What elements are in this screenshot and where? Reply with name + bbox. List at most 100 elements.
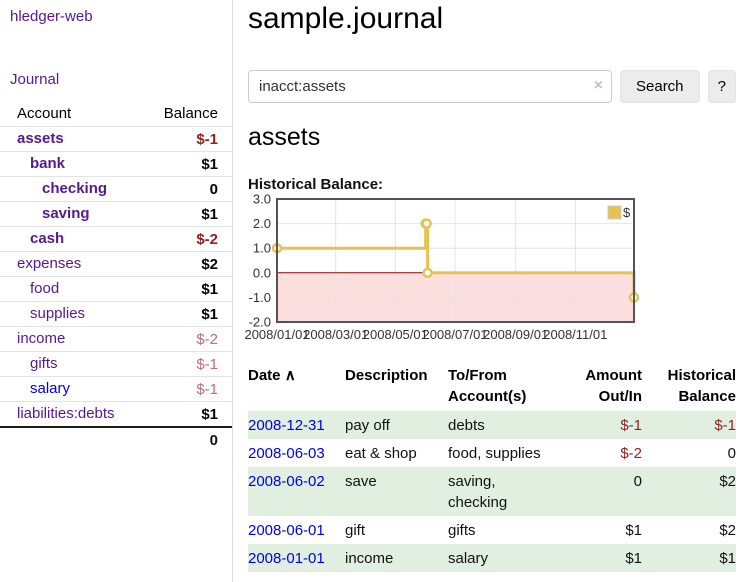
accounts-total-value: 0 [209,432,218,449]
table-row: 2008-06-03 eat & shop food, supplies $-2… [248,439,736,467]
account-link-food[interactable]: food [30,280,60,297]
account-row-assets: assets $-1 [0,126,232,151]
search-input[interactable] [248,70,612,103]
svg-text:2008/11/01: 2008/11/01 [543,327,607,342]
register-amount: $1 [625,550,642,567]
svg-text:2008/01/01: 2008/01/01 [244,327,309,342]
register-date-link[interactable]: 2008-06-02 [248,473,325,490]
svg-text:-2.0: -2.0 [249,315,271,330]
main-content: sample.journal × Search ? assets Histori… [244,0,736,572]
balance-chart-svg: 3.0 2.0 1.0 0.0 -1.0 -2.02008/01/012008/03/01… [244,192,640,342]
account-row-food: food $1 [0,276,232,301]
register-balance: $2 [719,522,736,539]
help-button[interactable]: ? [707,70,736,103]
account-row-income: income $-2 [0,326,232,351]
table-row: 2008-06-01 gift gifts $1 $2 [248,516,736,544]
register-description: eat & shop [345,445,417,462]
account-link-liabilities-debts[interactable]: liabilities:debts [17,405,115,422]
account-balance: $1 [201,405,218,423]
accounts-header: Account Balance [0,101,232,126]
account-balance: $1 [201,155,218,173]
accounts-header-line1: To/From [448,367,507,384]
account-link-income[interactable]: income [17,330,66,347]
register-accounts: saving, checking [448,473,508,511]
register-accounts: debts [448,417,485,434]
register-amount: $1 [625,522,642,539]
register-header-row: Date ∧ Description To/From Account(s) Am… [248,363,736,411]
sidebar-item-journal[interactable]: Journal [10,71,60,88]
sort-ascending-icon: ∧ [284,367,296,384]
account-balance: $1 [201,305,218,323]
register-accounts: gifts [448,522,476,539]
app-title-link[interactable]: hledger-web [10,8,93,25]
account-balance: $2 [201,255,218,273]
account-link-gifts[interactable]: gifts [30,355,58,372]
register-description: gift [345,522,366,539]
register-date-link[interactable]: 2008-06-03 [248,445,325,462]
svg-text:-1.0: -1.0 [249,290,271,305]
register-date-link[interactable]: 2008-06-01 [248,522,325,539]
account-link-supplies[interactable]: supplies [30,305,86,322]
register-table: Date ∧ Description To/From Account(s) Am… [248,363,736,572]
balance-header-line2: Balance [678,388,736,405]
column-header-accounts: To/From Account(s) [448,363,568,411]
account-link-bank[interactable]: bank [30,155,66,172]
account-heading: assets [248,123,321,151]
balance-header-line1: Historical [667,367,736,384]
account-row-supplies: supplies $1 [0,301,232,326]
account-row-checking: checking 0 [0,176,232,201]
account-link-checking[interactable]: checking [42,180,108,197]
sidebar: hledger-web Journal Account Balance asse… [0,0,233,582]
account-row-cash: cash $-2 [0,226,232,251]
svg-text:$: $ [623,205,631,220]
register-balance: $1 [719,550,736,567]
page-title: sample.journal [248,2,444,35]
date-header-label: Date [248,367,281,384]
svg-text:0.0: 0.0 [253,265,271,280]
amount-header-line1: Amount [585,367,642,384]
svg-text:2008/03/01: 2008/03/01 [303,327,368,342]
column-header-description: Description [345,367,428,384]
register-date-link[interactable]: 2008-12-31 [248,417,325,434]
account-link-expenses[interactable]: expenses [17,255,82,272]
svg-text:2.0: 2.0 [253,216,271,231]
account-balance: $-1 [196,130,218,148]
account-link-assets[interactable]: assets [17,130,64,147]
chart-heading: Historical Balance: [248,176,384,193]
register-amount: $-2 [620,445,642,462]
accounts-header-line2: Account(s) [448,388,527,405]
register-amount: $-1 [620,417,642,434]
search-button[interactable]: Search [620,70,700,103]
account-row-saving: saving $1 [0,201,232,226]
account-balance: $-1 [196,380,218,398]
amount-header-line2: Out/In [598,388,642,405]
register-balance: $-1 [714,417,736,434]
register-balance: $2 [719,473,736,490]
search-form: × Search ? [248,70,736,103]
account-balance: $-2 [196,230,218,248]
account-balance: $-2 [196,330,218,348]
accounts-tree: Account Balance assets $-1 bank $1 check… [0,101,232,452]
svg-text:1.0: 1.0 [253,241,271,256]
register-accounts: salary [448,550,489,567]
column-header-date[interactable]: Date ∧ [248,363,345,411]
account-link-cash[interactable]: cash [30,230,65,247]
account-link-saving[interactable]: saving [42,205,90,222]
accounts-total-row: 0 [0,426,232,452]
register-balance: 0 [727,445,736,462]
clear-search-icon[interactable]: × [593,77,603,94]
accounts-header-account: Account [17,105,72,122]
register-accounts: food, supplies [448,445,541,462]
account-link-salary[interactable]: salary [30,380,71,397]
column-header-amount: Amount Out/In [568,363,642,411]
column-header-balance: Historical Balance [642,363,736,411]
historical-balance-chart: 3.0 2.0 1.0 0.0 -1.0 -2.0 2008/01/01 2008/03/01… [244,192,736,347]
account-balance: $-1 [196,355,218,373]
register-amount: 0 [633,473,642,490]
account-row-gifts: gifts $-1 [0,351,232,376]
register-description: pay off [345,417,390,434]
register-date-link[interactable]: 2008-01-01 [248,550,325,567]
account-row-salary: salary $-1 [0,376,232,401]
register-description: save [345,473,377,490]
table-row: 2008-12-31 pay off debts $-1 $-1 [248,411,736,439]
